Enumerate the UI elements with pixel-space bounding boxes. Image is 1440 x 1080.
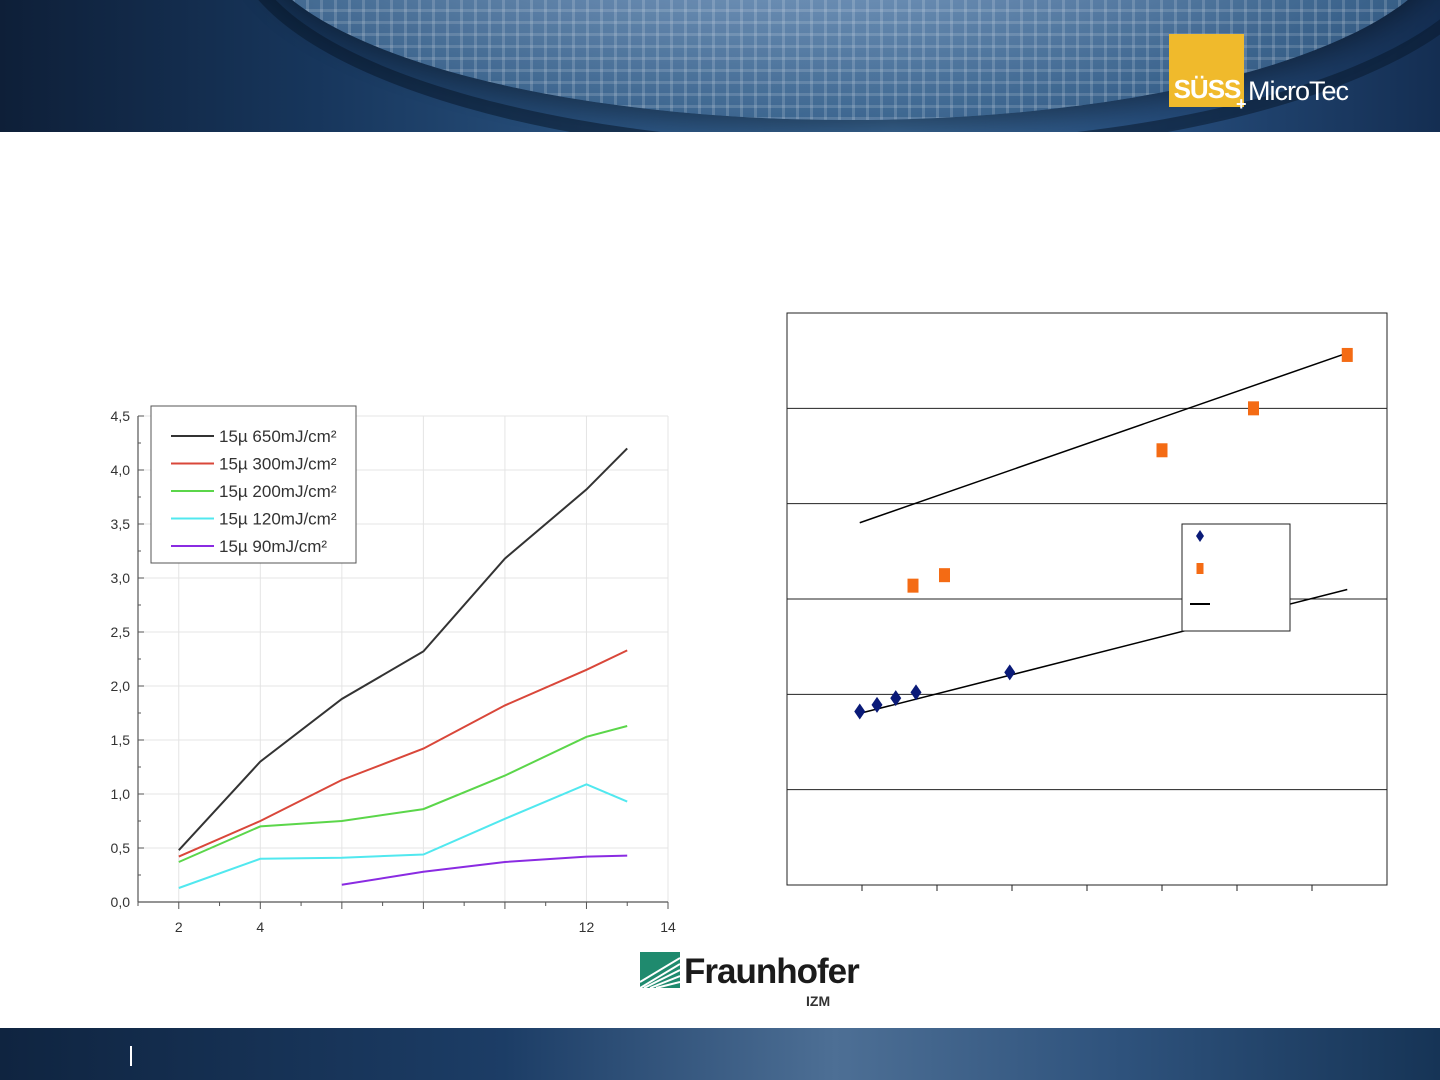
suss-logo-plus: + xyxy=(1236,94,1247,114)
left-y-tick-label: 2,5 xyxy=(111,624,131,640)
fraunhofer-logo: Fraunhofer IZM xyxy=(638,948,860,1012)
square-point xyxy=(1341,347,1353,362)
diamond-point xyxy=(854,703,866,720)
left-y-tick-label: 3,0 xyxy=(111,570,131,586)
right-fit-line xyxy=(859,352,1348,524)
footer-divider xyxy=(130,1046,132,1066)
right-legend-square xyxy=(1196,563,1204,574)
square-point xyxy=(939,568,950,583)
left-series xyxy=(178,447,628,889)
square-point xyxy=(1156,443,1168,458)
right-legend xyxy=(1181,523,1291,632)
right-scatter-chart xyxy=(786,312,1388,891)
left-legend: 15µ 650mJ/cm² 15µ 300mJ/cm² 15µ 200mJ/cm² 1… xyxy=(150,405,357,564)
left-y-tick-label: 1,5 xyxy=(111,732,131,748)
square-point xyxy=(907,578,919,593)
left-y-tick-label: 2,0 xyxy=(111,678,131,694)
diamond-point xyxy=(910,684,922,701)
diamond-point xyxy=(1004,664,1016,681)
footer-bar xyxy=(0,1028,1440,1080)
left-y-tick-label: 0,0 xyxy=(111,894,131,910)
fraunhofer-mark-icon xyxy=(640,952,680,988)
left-x-tick-label: 2 xyxy=(175,919,183,935)
microtec-logo-text: MicroTec xyxy=(1248,76,1349,106)
header-banner: SÜSS + MicroTec xyxy=(0,0,1440,132)
right-grid xyxy=(787,407,1387,791)
left-legend-box xyxy=(150,405,357,564)
left-legend-label: 15µ 120mJ/cm² xyxy=(219,510,337,529)
left-legend-label: 15µ 650mJ/cm² xyxy=(219,427,337,446)
left-legend-label: 15µ 300mJ/cm² xyxy=(219,455,337,474)
left-legend-label: 15µ 200mJ/cm² xyxy=(219,482,337,501)
left-series-line xyxy=(178,649,628,858)
left-y-tick-label: 4,0 xyxy=(111,462,131,478)
left-x-ticks: 2 4 12 14 xyxy=(137,902,676,935)
right-legend-box xyxy=(1181,523,1291,632)
square-point xyxy=(1248,401,1259,416)
left-line-chart: 0,0 0,5 1,0 1,5 2,0 2,5 3,0 3,5 4,0 4,5 2 4 12 14 15… xyxy=(111,405,676,935)
fraunhofer-sub: IZM xyxy=(806,993,831,1009)
suss-logo-text: SÜSS xyxy=(1173,74,1242,104)
fraunhofer-name: Fraunhofer xyxy=(684,952,860,991)
left-series-line xyxy=(341,854,628,886)
left-series-line xyxy=(178,783,628,889)
left-x-tick-label: 12 xyxy=(579,919,595,935)
left-x-tick-label: 14 xyxy=(660,919,676,935)
left-series-line xyxy=(178,725,628,863)
right-points xyxy=(854,347,1353,720)
left-y-tick-label: 4,5 xyxy=(111,408,131,424)
left-y-tick-label: 0,5 xyxy=(111,840,131,856)
diamond-point xyxy=(871,696,883,713)
diamond-point xyxy=(890,690,902,707)
suss-logo-box xyxy=(1169,34,1244,107)
left-x-tick-label: 4 xyxy=(256,919,264,935)
left-y-tick-label: 3,5 xyxy=(111,516,131,532)
left-series-line xyxy=(178,447,628,851)
right-legend-diamond xyxy=(1196,530,1204,542)
left-y-ticks: 0,0 0,5 1,0 1,5 2,0 2,5 3,0 3,5 4,0 4,5 xyxy=(111,408,144,910)
left-y-tick-label: 1,0 xyxy=(111,786,131,802)
left-legend-label: 15µ 90mJ/cm² xyxy=(219,537,327,556)
right-x-ticks xyxy=(861,885,1313,891)
